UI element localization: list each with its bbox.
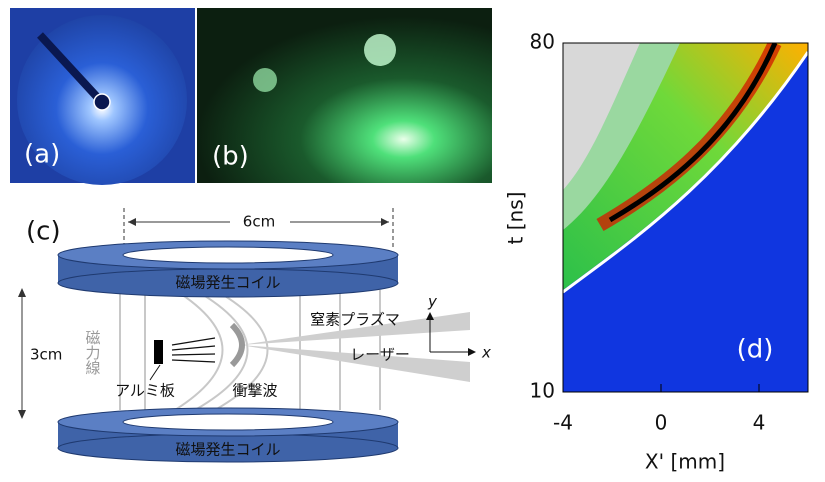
panel-label: (c)	[26, 217, 61, 247]
label: 磁力線	[84, 330, 102, 375]
label: アルミ板	[115, 382, 175, 400]
x-axis-title: X' [mm]	[645, 450, 725, 474]
label: 窒素プラズマ	[310, 311, 400, 329]
figure: (a) (b) (c) 6cm x y 窒素プラズマ レーザー アルミ板 衝撃波…	[0, 0, 825, 478]
dimension: 6cm	[243, 213, 275, 231]
panel-b: (b)	[197, 8, 492, 183]
light	[364, 34, 396, 66]
axis-label: x	[481, 344, 491, 362]
label: 衝撃波	[232, 382, 277, 400]
x-tick-label: -4	[553, 411, 573, 435]
y-tick-label: 80	[530, 30, 555, 54]
x-tick-label: 0	[655, 411, 668, 435]
target	[154, 340, 163, 364]
axis-label: y	[427, 293, 438, 311]
x-tick-label: 4	[753, 411, 766, 435]
occulter	[94, 94, 110, 110]
light	[253, 68, 277, 92]
shock	[232, 325, 242, 365]
dimension: 3cm	[30, 346, 62, 364]
label: 磁場発生コイル	[175, 441, 280, 459]
label: 磁場発生コイル	[175, 274, 280, 292]
panel-label: (a)	[24, 140, 60, 170]
leader	[150, 365, 160, 380]
y-axis-title: t [ns]	[504, 192, 528, 245]
y-tick-label: 10	[530, 379, 555, 403]
panel-label: (b)	[212, 142, 249, 172]
label: レーザー	[350, 346, 410, 364]
panel-d: (d) X' [mm] t [ns] -4 0 4 10 80	[504, 30, 809, 474]
panel-label: (d)	[737, 335, 774, 365]
panel-a: (a)	[10, 8, 195, 185]
arrows	[172, 338, 215, 362]
panel-c: (c) 6cm x y 窒素プラズマ レーザー アルミ板 衝撃波 磁力線 3cm…	[18, 208, 491, 462]
